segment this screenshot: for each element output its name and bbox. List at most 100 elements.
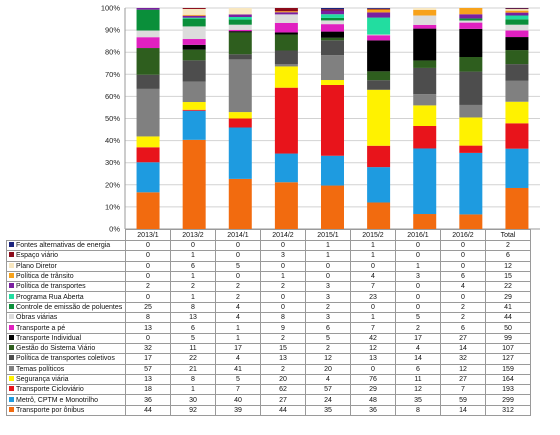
- data-value: 0: [215, 239, 261, 252]
- category-label: 2016/1: [395, 229, 441, 241]
- series-label: Política de trânsito: [6, 270, 126, 283]
- data-value: 23: [350, 291, 396, 303]
- table-row: Transporte Cicloviário 18 1 7 62 57 29 12 7 193: [6, 384, 531, 396]
- table-row: Política de trânsito 0 1 0 1 0 4 3 6 15: [6, 270, 531, 283]
- data-value: 3: [260, 250, 306, 262]
- data-value: 1: [350, 239, 396, 252]
- data-value: 40: [215, 394, 261, 406]
- bar-segment: [505, 9, 529, 11]
- legend-swatch: [9, 345, 14, 351]
- data-value: 15: [485, 270, 531, 283]
- bar-segment: [274, 182, 298, 229]
- data-value: 2: [260, 281, 306, 293]
- bar-segment: [321, 8, 344, 10]
- bar-segment: [321, 185, 344, 229]
- data-value: 0: [395, 301, 441, 314]
- data-value: 193: [485, 384, 531, 396]
- data-value: 12: [305, 353, 351, 365]
- data-value: 12: [485, 260, 531, 272]
- legend-swatch: [9, 355, 14, 361]
- bar-segment: [136, 37, 160, 49]
- bar-segment: [182, 109, 206, 111]
- bar-segment: [459, 214, 483, 229]
- series-name: Plano Diretor: [16, 262, 57, 270]
- bar-segment: [367, 40, 391, 72]
- bar-segment: [505, 123, 529, 149]
- bar-segment: [228, 112, 252, 119]
- bar-segment: [228, 14, 252, 17]
- data-value: 4: [305, 373, 351, 386]
- data-value: 6: [485, 250, 531, 262]
- bar-segment: [459, 145, 483, 153]
- bar-segment: [413, 60, 437, 68]
- bar-segment: [413, 214, 437, 229]
- data-value: 59: [440, 394, 486, 406]
- bar-segment: [182, 44, 206, 50]
- bar-segment: [182, 8, 206, 9]
- data-value: 7: [350, 322, 396, 334]
- bar-segment: [413, 24, 437, 29]
- table-row: Plano Diretor 0 6 5 0 0 0 1 0 12: [6, 260, 531, 272]
- bar-segment: [367, 167, 391, 203]
- bar-segment: [321, 31, 344, 38]
- data-value: 0: [350, 301, 396, 314]
- data-value: 7: [215, 384, 261, 396]
- series-name: Obras viárias: [16, 314, 58, 322]
- data-value: 0: [395, 291, 441, 303]
- series-label: Transporte Individual: [6, 332, 126, 344]
- data-value: 4: [215, 312, 261, 324]
- table-header-row: 2013/1 2013/2 2014/1 2014/2 2015/1 2015/2 2016…: [7, 229, 531, 241]
- bar-segment: [228, 178, 252, 229]
- series-label: Temas políticos: [6, 363, 126, 375]
- legend-swatch: [9, 283, 14, 289]
- data-value: 9: [260, 322, 306, 334]
- bar-segment: [367, 8, 391, 10]
- bar-segment: [413, 148, 437, 215]
- data-value: 1: [215, 332, 261, 344]
- series-name: Fontes alternativas de energia: [16, 242, 111, 250]
- data-value: 0: [395, 239, 441, 252]
- data-value: 36: [350, 404, 396, 417]
- legend-swatch: [9, 365, 14, 371]
- data-value: 44: [485, 312, 531, 324]
- data-value: 50: [485, 322, 531, 334]
- bar-segment: [459, 104, 483, 118]
- bar-segment: [182, 17, 206, 19]
- data-value: 8: [170, 373, 216, 386]
- table-row: Transporte por ônibus 44 92 39 44 35 36 8 14 312: [6, 404, 531, 417]
- table-row: Obras viárias 8 13 4 8 3 1 5 2 44: [6, 312, 531, 324]
- bar-segment: [182, 110, 206, 140]
- data-value: 92: [170, 404, 216, 417]
- data-value: 39: [215, 404, 261, 417]
- legend-swatch: [9, 406, 14, 412]
- bar-segment: [321, 80, 344, 85]
- data-value: 35: [395, 394, 441, 406]
- data-value: 35: [305, 404, 351, 417]
- data-value: 21: [170, 363, 216, 375]
- data-value: 0: [125, 239, 171, 252]
- table-row: Segurança viária 13 8 5 20 4 76 11 27 164: [6, 373, 531, 386]
- bar-segment: [321, 14, 344, 18]
- bar-segment: [367, 12, 391, 18]
- table-row: Fontes alternativas de energia 0 0 0 0 1 1 0 0 2: [6, 239, 531, 252]
- data-value: 15: [260, 342, 306, 355]
- bar-segment: [182, 81, 206, 103]
- data-value: 0: [125, 250, 171, 262]
- series-label: Programa Rua Aberta: [6, 291, 126, 303]
- data-value: 1: [170, 250, 216, 262]
- data-table: 2013/1 2013/2 2014/1 2014/2 2015/1 2015/2 2016…: [6, 229, 531, 417]
- y-tick-label: 20%: [105, 180, 120, 189]
- series-label: Segurança viária: [6, 373, 126, 386]
- bar-segment: [228, 118, 252, 128]
- data-value: 99: [485, 332, 531, 344]
- legend-swatch: [9, 396, 14, 402]
- data-value: 0: [125, 270, 171, 283]
- series-name: Segurança viária: [16, 376, 69, 383]
- data-value: 1: [305, 239, 351, 252]
- bar-segment: [228, 16, 252, 20]
- bar-segment: [136, 30, 160, 38]
- data-value: 5: [395, 312, 441, 324]
- data-value: 0: [125, 291, 171, 303]
- data-value: 2: [215, 281, 261, 293]
- series-label: Transporte a pé: [6, 322, 126, 334]
